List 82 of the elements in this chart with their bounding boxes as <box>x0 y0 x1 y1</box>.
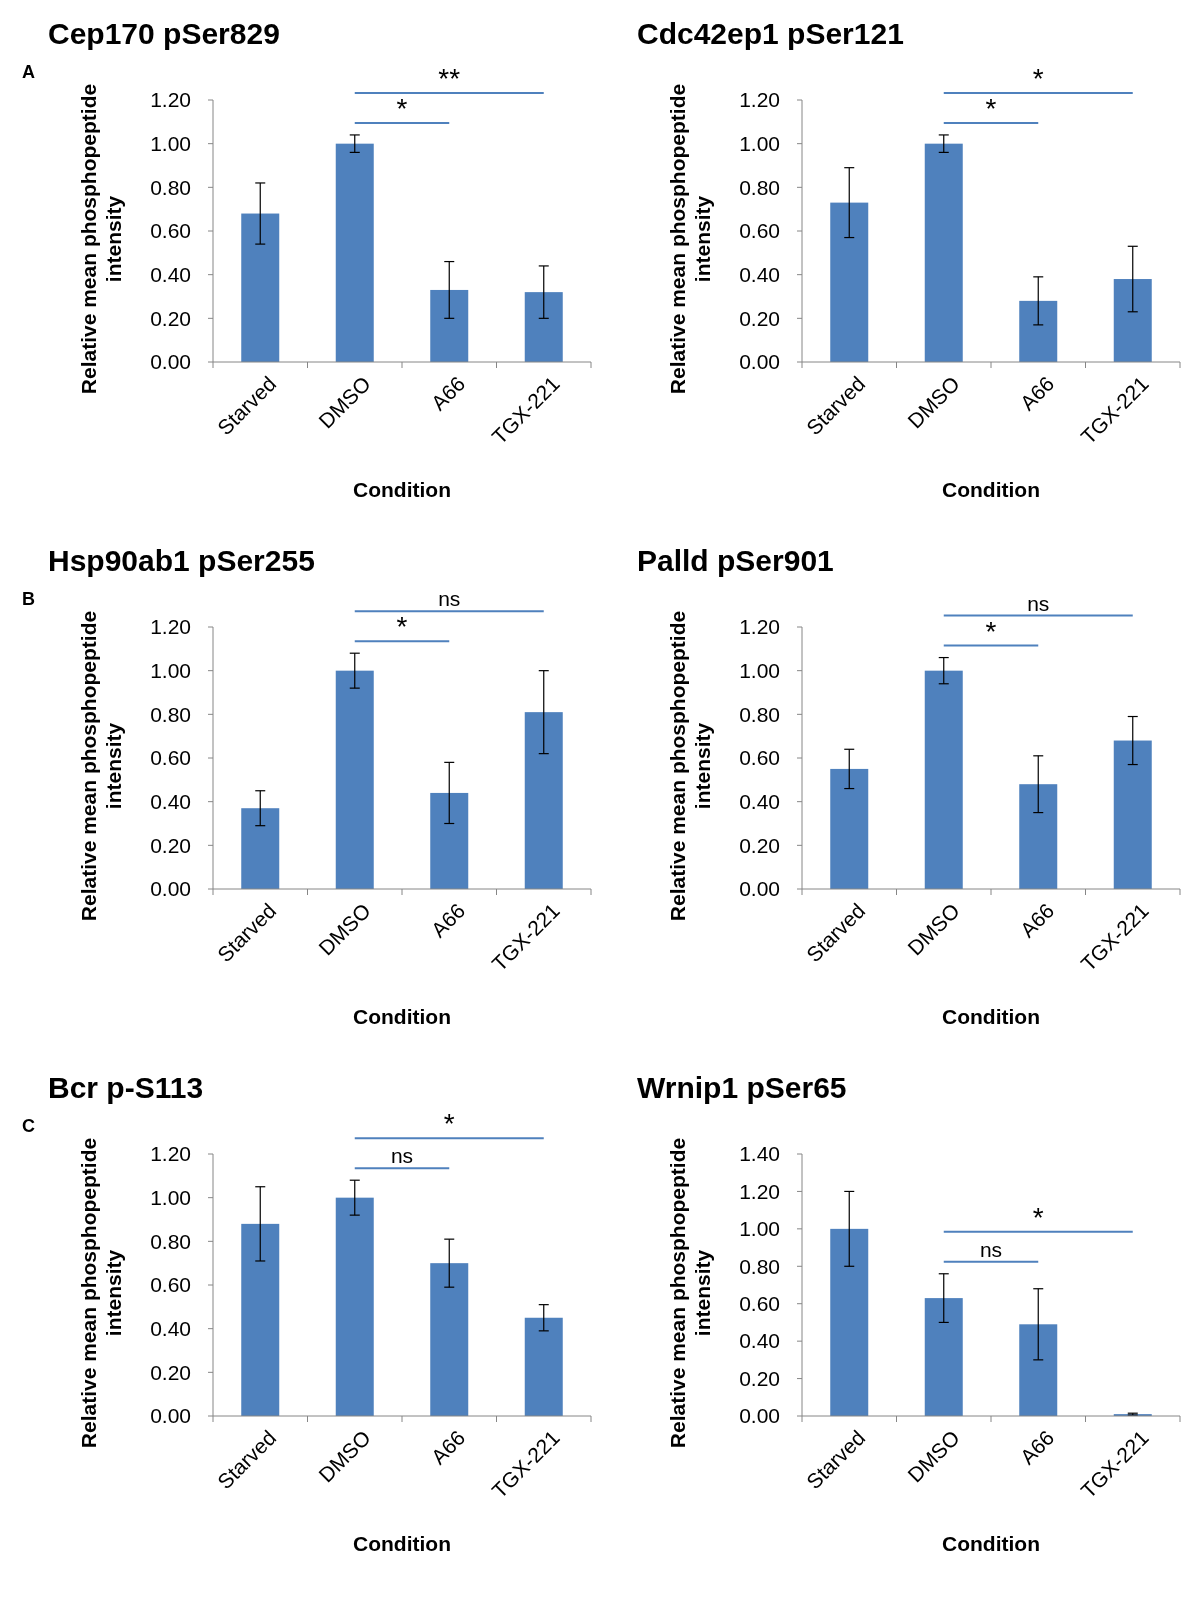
y-tick-label: 0.80 <box>150 1229 191 1253</box>
y-tick-label: 0.20 <box>150 833 191 857</box>
chart-title: Cep170 pSer829 <box>48 17 280 50</box>
y-tick-label: 1.20 <box>150 615 191 639</box>
x-axis-title: Condition <box>353 1532 451 1555</box>
y-tick-label: 0.00 <box>739 877 780 901</box>
y-tick-label: 0.60 <box>150 219 191 243</box>
y-tick-label: 0.40 <box>150 263 191 287</box>
x-axis-title: Condition <box>942 1005 1040 1028</box>
y-tick-label: 0.80 <box>150 702 191 726</box>
y-tick-label: 0.40 <box>739 790 780 814</box>
y-tick-label: 1.40 <box>739 1142 780 1166</box>
y-tick-label: 1.00 <box>739 659 780 683</box>
text: A <box>22 62 35 82</box>
annotation: ns <box>979 1237 1003 1261</box>
y-tick-label: 0.20 <box>150 1360 191 1384</box>
y-tick-label: 0.20 <box>739 1366 780 1390</box>
y-tick-label: 1.20 <box>150 1142 191 1166</box>
y-tick-label: 1.00 <box>150 1186 191 1210</box>
x-axis-title: Condition <box>942 478 1040 501</box>
y-tick-label: 0.80 <box>739 175 780 199</box>
y-tick-label: 1.20 <box>739 615 780 639</box>
y-tick-label: 1.00 <box>739 132 780 156</box>
y-tick-label: 0.80 <box>739 1254 780 1278</box>
y-tick-label: 0.60 <box>739 219 780 243</box>
x-tick-label: A66 <box>1015 371 1059 415</box>
x-tick-label: A66 <box>426 371 470 415</box>
y-tick-label: 0.00 <box>150 1404 191 1428</box>
y-tick-label: 1.20 <box>150 88 191 112</box>
chart-title: Bcr p-S113 <box>48 1071 204 1104</box>
y-axis-title: Relative mean phosphopeptide intensity <box>666 1137 714 1449</box>
y-tick-label: 0.00 <box>739 350 780 374</box>
chart-title: Hsp90ab1 pSer255 <box>48 544 315 577</box>
y-axis-title: Relative mean phosphopeptide intensity <box>77 83 125 395</box>
x-axis-title: Condition <box>353 1005 451 1028</box>
y-tick-label: 0.40 <box>739 263 780 287</box>
text: ** <box>438 62 461 94</box>
y-tick-label: 1.20 <box>739 1179 780 1203</box>
y-axis-title: Relative mean phosphopeptide intensity <box>77 1137 125 1449</box>
text: B <box>22 589 35 609</box>
annotation: * <box>985 615 997 647</box>
y-tick-label: 0.00 <box>739 1404 780 1428</box>
y-tick-label: 0.00 <box>150 350 191 374</box>
y-tick-label: 1.00 <box>150 659 191 683</box>
text: ns <box>1027 591 1050 615</box>
annotation: * <box>1032 1201 1044 1233</box>
text: * <box>1032 62 1044 94</box>
y-tick-label: 1.00 <box>739 1217 780 1241</box>
y-tick-label: 0.80 <box>739 702 780 726</box>
y-tick-label: 0.40 <box>739 1329 780 1353</box>
y-tick-label: 0.60 <box>150 1273 191 1297</box>
x-tick-label: A66 <box>1015 898 1059 942</box>
x-axis-title: Condition <box>353 478 451 501</box>
annotation: ns <box>390 1144 414 1168</box>
y-tick-label: 0.20 <box>739 306 780 330</box>
y-tick-label: 0.60 <box>739 746 780 770</box>
chart-title: Wrnip1 pSer65 <box>637 1071 847 1104</box>
y-tick-label: 1.00 <box>150 132 191 156</box>
chart-title: Cdc42ep1 pSer121 <box>637 17 904 50</box>
x-tick-label: A66 <box>1015 1425 1059 1469</box>
y-axis-title: Relative mean phosphopeptide intensity <box>666 610 714 922</box>
y-tick-label: 0.20 <box>150 306 191 330</box>
chart-title: Palld pSer901 <box>637 544 834 577</box>
annotation: * <box>396 92 408 124</box>
x-tick-label: A66 <box>426 898 470 942</box>
text: ns <box>438 587 461 611</box>
x-axis-title: Condition <box>942 1532 1040 1555</box>
annotation: * <box>396 611 408 643</box>
y-tick-label: 0.40 <box>150 1317 191 1341</box>
y-tick-label: 0.60 <box>150 746 191 770</box>
text: * <box>443 1108 455 1140</box>
y-axis-title: Relative mean phosphopeptide intensity <box>77 610 125 922</box>
y-tick-label: 0.40 <box>150 790 191 814</box>
y-tick-label: 1.20 <box>739 88 780 112</box>
x-tick-label: A66 <box>426 1425 470 1469</box>
y-tick-label: 0.00 <box>150 877 191 901</box>
text: C <box>22 1116 35 1136</box>
annotation: * <box>985 92 997 124</box>
y-axis-title: Relative mean phosphopeptide intensity <box>666 83 714 395</box>
y-tick-label: 0.20 <box>739 833 780 857</box>
y-tick-label: 0.80 <box>150 175 191 199</box>
y-tick-label: 0.60 <box>739 1292 780 1316</box>
